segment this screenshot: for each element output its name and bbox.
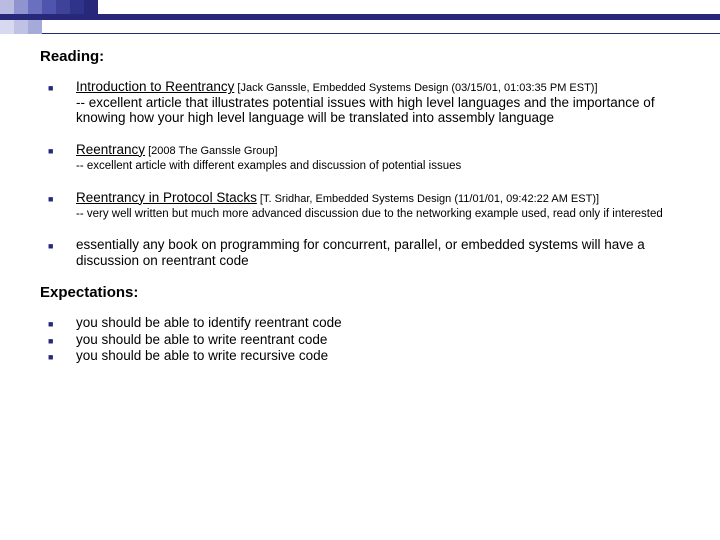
list-item: ■Reentrancy [2008 The Ganssle Group] -- e… bbox=[40, 142, 690, 174]
deco-square bbox=[42, 0, 56, 14]
deco-square bbox=[56, 0, 70, 14]
list-item-body: essentially any book on programming for … bbox=[76, 237, 690, 268]
underline-rule bbox=[42, 20, 720, 34]
decorative-top-bar bbox=[0, 0, 720, 34]
square-row-bottom bbox=[0, 20, 720, 34]
list-item: ■Reentrancy in Protocol Stacks [T. Sridh… bbox=[40, 190, 690, 222]
reading-note: essentially any book on programming for … bbox=[76, 237, 645, 268]
list-item: ■Introduction to Reentrancy [Jack Ganssl… bbox=[40, 79, 690, 126]
slide: Reading: ■Introduction to Reentrancy [Ja… bbox=[0, 0, 720, 540]
deco-square bbox=[28, 20, 42, 34]
list-item-body: Reentrancy [2008 The Ganssle Group] -- ex… bbox=[76, 142, 690, 174]
reading-heading: Reading: bbox=[40, 48, 690, 65]
reading-citation: [T. Sridhar, Embedded Systems Design (11… bbox=[257, 193, 599, 205]
bullet-icon: ■ bbox=[40, 79, 76, 126]
deco-square bbox=[28, 0, 42, 14]
deco-square bbox=[14, 20, 28, 34]
reading-note: -- very well written but much more advan… bbox=[76, 208, 663, 220]
list-item: ■you should be able to identify reentran… bbox=[40, 315, 690, 331]
reading-link[interactable]: Reentrancy bbox=[76, 142, 145, 157]
bullet-icon: ■ bbox=[40, 332, 76, 348]
deco-square bbox=[0, 0, 14, 14]
reading-link[interactable]: Reentrancy in Protocol Stacks bbox=[76, 190, 257, 205]
bullet-icon: ■ bbox=[40, 315, 76, 331]
list-item: ■you should be able to write recursive c… bbox=[40, 348, 690, 364]
reading-citation: [Jack Ganssle, Embedded Systems Design (… bbox=[234, 82, 597, 94]
reading-note: -- excellent article that illustrates po… bbox=[76, 95, 655, 126]
deco-square bbox=[70, 0, 84, 14]
deco-square bbox=[14, 0, 28, 14]
expectation-text: you should be able to identify reentrant… bbox=[76, 315, 690, 331]
reading-citation: [2008 The Ganssle Group] bbox=[145, 145, 278, 157]
expectations-list: ■you should be able to identify reentran… bbox=[40, 315, 690, 364]
square-row-top bbox=[0, 0, 720, 14]
bullet-icon: ■ bbox=[40, 142, 76, 174]
list-item: ■essentially any book on programming for… bbox=[40, 237, 690, 268]
reading-list: ■Introduction to Reentrancy [Jack Ganssl… bbox=[40, 79, 690, 268]
bullet-icon: ■ bbox=[40, 348, 76, 364]
expectation-text: you should be able to write recursive co… bbox=[76, 348, 690, 364]
list-item-body: Reentrancy in Protocol Stacks [T. Sridha… bbox=[76, 190, 690, 222]
expectation-text: you should be able to write reentrant co… bbox=[76, 332, 690, 348]
reading-link[interactable]: Introduction to Reentrancy bbox=[76, 79, 234, 94]
list-item: ■you should be able to write reentrant c… bbox=[40, 332, 690, 348]
slide-content: Reading: ■Introduction to Reentrancy [Ja… bbox=[40, 48, 690, 365]
deco-square bbox=[84, 0, 98, 14]
deco-square bbox=[0, 20, 14, 34]
expectations-heading: Expectations: bbox=[40, 284, 690, 301]
bullet-icon: ■ bbox=[40, 190, 76, 222]
list-item-body: Introduction to Reentrancy [Jack Ganssle… bbox=[76, 79, 690, 126]
bullet-icon: ■ bbox=[40, 237, 76, 268]
reading-note: -- excellent article with different exam… bbox=[76, 160, 461, 172]
